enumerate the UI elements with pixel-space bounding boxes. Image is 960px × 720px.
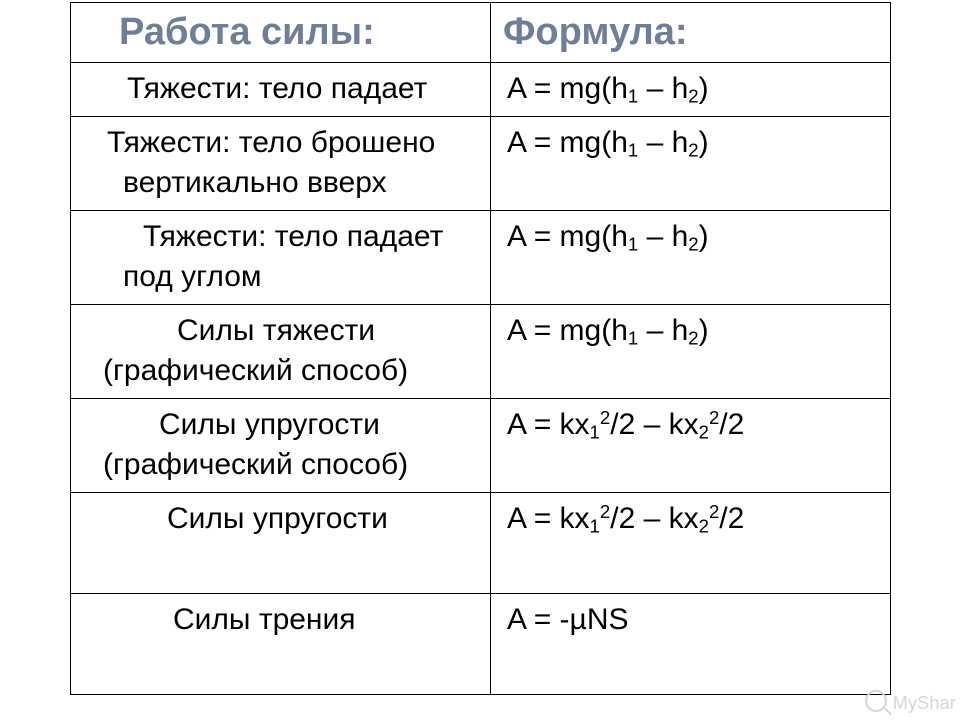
formula-cell: A = mg(h1 – h2) (491, 63, 891, 117)
desc-line: Силы упругости (87, 405, 480, 446)
desc-cell: Силы упругости (графический способ) (71, 398, 491, 492)
table-row: Силы упругости (графический способ) A = … (71, 398, 891, 492)
desc-line: Силы тяжести (87, 311, 480, 352)
watermark-text: MyShar (893, 693, 956, 713)
desc-cell: Силы упругости (71, 492, 491, 593)
magnifier-icon (865, 690, 887, 712)
formula-cell: A = -µNS (491, 593, 891, 694)
formula-cell: A = mg(h1 – h2) (491, 116, 891, 210)
desc-line: Тяжести: тело брошено (87, 123, 480, 164)
header-work-of-force: Работа силы: (71, 3, 491, 63)
desc-line: (графический способ) (87, 351, 480, 392)
table-row: Тяжести: тело падает A = mg(h1 – h2) (71, 63, 891, 117)
desc-cell: Силы трения (71, 593, 491, 694)
formula-cell: A = kx12/2 – kx22/2 (491, 492, 891, 593)
table-header-row: Работа силы: Формула: (71, 3, 891, 63)
desc-cell: Тяжести: тело падает под углом (71, 210, 491, 304)
table-row: Силы тяжести (графический способ) A = mg… (71, 304, 891, 398)
desc-line: Тяжести: тело падает (87, 217, 480, 258)
table-row: Тяжести: тело брошено вертикально вверх … (71, 116, 891, 210)
desc-line: Силы трения (87, 600, 480, 641)
desc-cell: Тяжести: тело падает (71, 63, 491, 117)
formula-cell: A = mg(h1 – h2) (491, 210, 891, 304)
desc-cell: Силы тяжести (графический способ) (71, 304, 491, 398)
desc-line: вертикально вверх (87, 163, 480, 204)
desc-line: под углом (87, 257, 480, 298)
watermark: MyShar (865, 690, 956, 714)
desc-line: Тяжести: тело падает (87, 69, 480, 110)
table-row: Силы упругости A = kx12/2 – kx22/2 (71, 492, 891, 593)
formula-cell: A = kx12/2 – kx22/2 (491, 398, 891, 492)
header-formula: Формула: (491, 3, 891, 63)
formula-cell: A = mg(h1 – h2) (491, 304, 891, 398)
desc-line: Силы упругости (87, 499, 480, 540)
slide-page: Работа силы: Формула: Тяжести: тело пада… (0, 0, 960, 720)
table-row: Силы трения A = -µNS (71, 593, 891, 694)
table-row: Тяжести: тело падает под углом A = mg(h1… (71, 210, 891, 304)
desc-cell: Тяжести: тело брошено вертикально вверх (71, 116, 491, 210)
physics-table: Работа силы: Формула: Тяжести: тело пада… (70, 2, 891, 695)
desc-line: (графический способ) (87, 445, 480, 486)
